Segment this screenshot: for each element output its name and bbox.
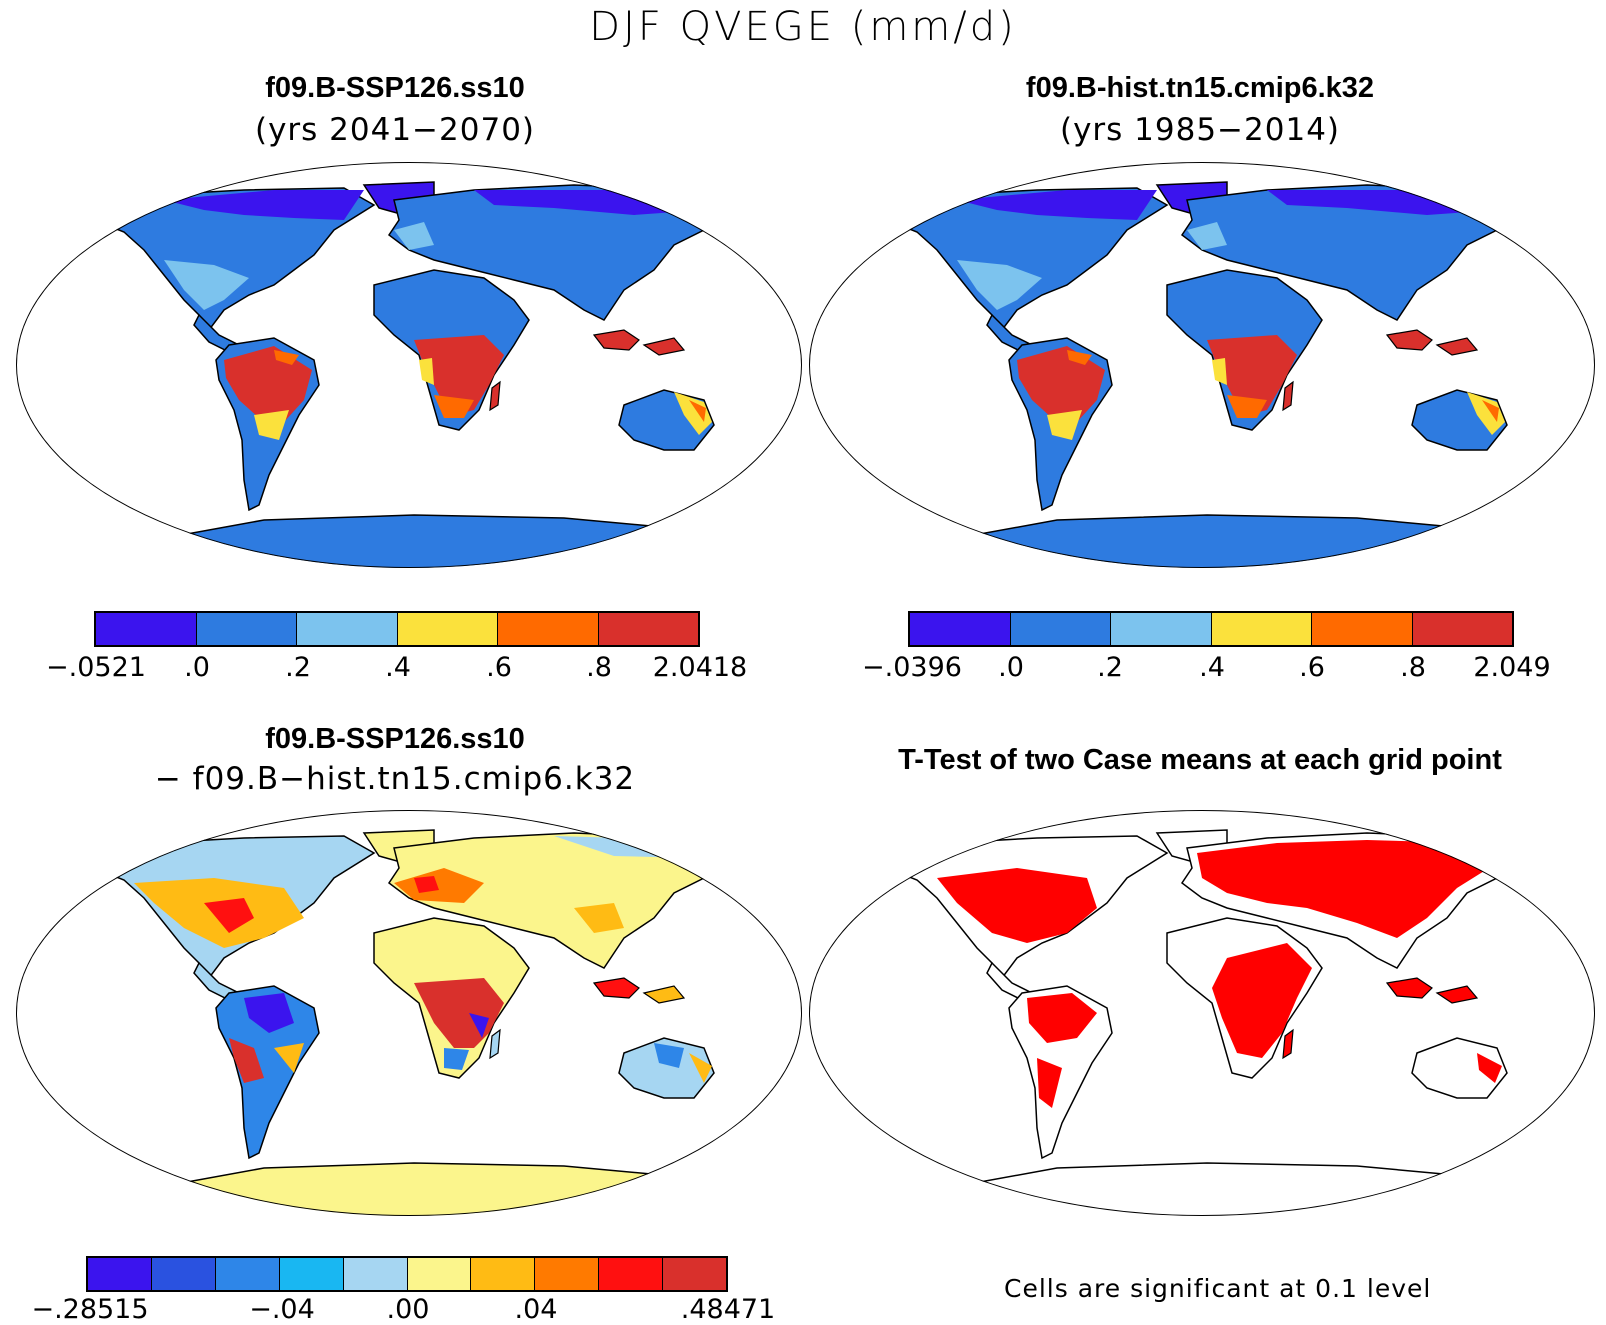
panel-subtitle-bl: − f09.B−hist.tn15.cmip6.k32: [154, 761, 636, 797]
figure-title: DJF QVEGE (mm/d): [589, 4, 1017, 50]
colorbar-label: .6: [1299, 652, 1325, 683]
colorbar-cell: [1111, 613, 1212, 645]
colorbar-label: .2: [1097, 652, 1123, 683]
colorbar-cell: [1412, 613, 1512, 645]
significance-note: Cells are significant at 0.1 level: [1004, 1274, 1432, 1303]
colorbar-cell: [407, 1258, 472, 1290]
colorbar-label: .00: [386, 1294, 430, 1325]
colorbar-cell: [599, 1258, 664, 1290]
colorbar-label: .48471: [680, 1294, 776, 1325]
colorbar-cell: [1312, 613, 1413, 645]
colorbar-label: .8: [1400, 652, 1426, 683]
colorbar-label: −.28515: [31, 1294, 149, 1325]
colorbar-cell: [1211, 613, 1312, 645]
colorbar-cell: [343, 1258, 408, 1290]
colorbar-cell: [1010, 613, 1111, 645]
colorbar-label: .0: [184, 652, 210, 683]
colorbar-cell: [196, 613, 297, 645]
colorbar-cell: [297, 613, 398, 645]
colorbar-label: 2.0418: [652, 652, 748, 683]
colorbar-cell: [598, 613, 698, 645]
colorbar-label: .04: [514, 1294, 558, 1325]
colorbar-label: .4: [1199, 652, 1225, 683]
map-hist: [807, 160, 1597, 570]
colorbar-cell: [96, 613, 197, 645]
colorbar-cell: [279, 1258, 344, 1290]
map-ttest: [807, 808, 1597, 1218]
colorbar-label: .0: [998, 652, 1024, 683]
panel-title-tl: f09.B-SSP126.ss10: [265, 72, 525, 104]
colorbar-cell: [663, 1258, 727, 1290]
panel-title-bl: f09.B-SSP126.ss10: [265, 723, 525, 755]
colorbar-label: .8: [586, 652, 612, 683]
panel-subtitle-tr: (yrs 1985−2014): [1059, 112, 1341, 148]
colorbar-cell: [498, 613, 599, 645]
colorbar-label: −.0521: [46, 652, 146, 683]
colorbar-label: −.0396: [862, 652, 962, 683]
colorbar-cell: [88, 1258, 152, 1290]
colorbar-cell: [535, 1258, 600, 1290]
colorbar-tl: [94, 611, 700, 647]
panel-subtitle-tl: (yrs 2041−2070): [254, 112, 536, 148]
colorbar-label: 2.049: [1473, 652, 1551, 683]
colorbar-label: −.04: [249, 1294, 315, 1325]
colorbar-tr: [908, 611, 1514, 647]
map-ssp126: [14, 160, 804, 570]
colorbar-label: .4: [385, 652, 411, 683]
colorbar-cell: [397, 613, 498, 645]
panel-title-br: T-Test of two Case means at each grid po…: [898, 744, 1502, 776]
colorbar-label: .6: [486, 652, 512, 683]
colorbar-cell: [910, 613, 1011, 645]
colorbar-bl: [86, 1256, 728, 1292]
colorbar-label: .2: [285, 652, 311, 683]
colorbar-cell: [215, 1258, 280, 1290]
colorbar-cell: [471, 1258, 536, 1290]
map-difference: [14, 808, 804, 1218]
panel-title-tr: f09.B-hist.tn15.cmip6.k32: [1025, 72, 1375, 104]
colorbar-cell: [151, 1258, 216, 1290]
